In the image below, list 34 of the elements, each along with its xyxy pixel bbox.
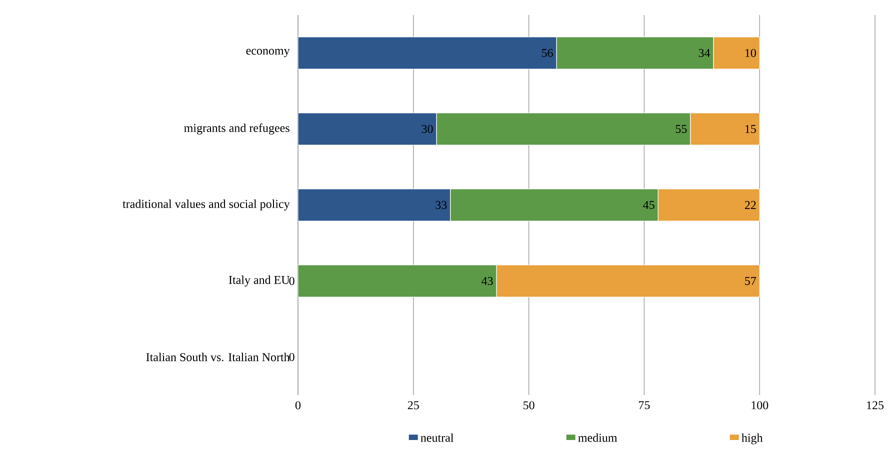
legend-label: neutral: [420, 433, 454, 442]
x-tick-label: 100: [752, 401, 768, 410]
data-label: 33: [436, 200, 447, 210]
bar: [436, 112, 691, 146]
x-tick-label: 125: [867, 401, 884, 410]
data-label: 30: [422, 124, 433, 134]
data-label: 57: [745, 277, 756, 285]
legend-label: medium: [578, 433, 618, 442]
bar: [298, 188, 451, 222]
data-label: 56: [542, 48, 553, 58]
x-tick-label: 75: [639, 401, 650, 410]
bar: [298, 112, 437, 146]
annotation: 0: [289, 276, 294, 286]
y-tick-label: traditional values and social policy: [122, 200, 290, 210]
bar: [298, 36, 557, 70]
bar: [450, 188, 658, 222]
bar: [556, 36, 714, 70]
legend-label: high: [742, 433, 763, 444]
data-label: 22: [744, 201, 756, 209]
y-tick-label: migrants and refugees: [184, 123, 290, 135]
x-tick-label: 25: [408, 401, 419, 410]
data-label: 55: [676, 125, 687, 133]
x-tick-label: 50: [524, 401, 534, 410]
y-tick-label: economy: [246, 48, 290, 58]
data-label: 0: [289, 352, 294, 362]
y-tick-label: Italy and EU: [228, 276, 290, 286]
data-label: 45: [643, 200, 654, 210]
data-label: 10: [745, 48, 756, 58]
data-label: 43: [482, 276, 493, 286]
bar: [298, 264, 497, 298]
data-label: 15: [745, 124, 756, 134]
y-tick-label: Italian South vs. Italian North: [146, 352, 290, 362]
x-tick-label: 0: [295, 401, 301, 410]
data-label: 34: [698, 48, 710, 58]
